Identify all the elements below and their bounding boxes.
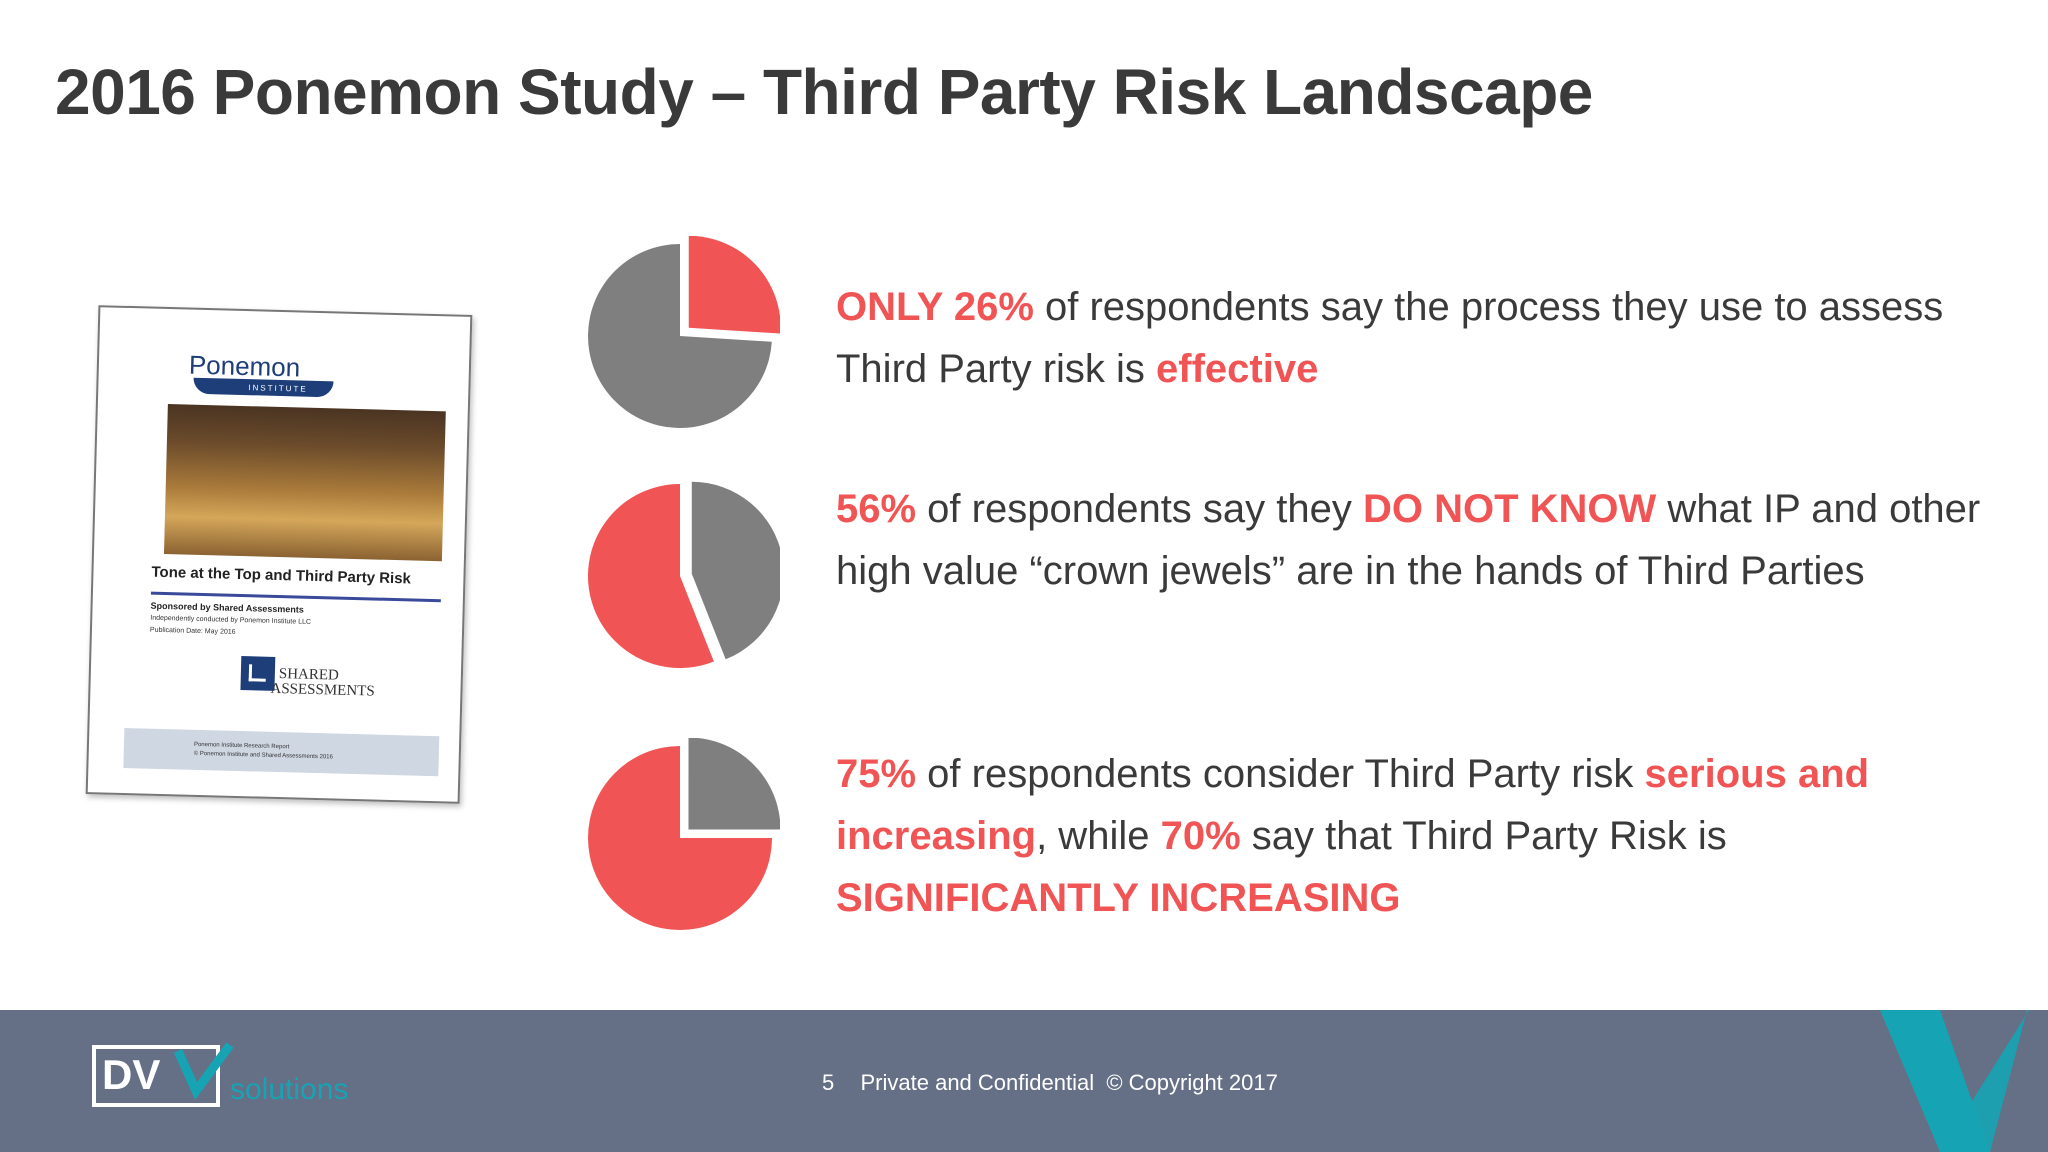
- report-publication-date: Publication Date: May 2016: [149, 626, 236, 636]
- statement-text: of respondents consider Third Party risk: [916, 752, 1645, 796]
- statement-text: , while: [1036, 814, 1161, 858]
- pie-slice-remainder: [688, 738, 780, 830]
- decorative-v-icon: [1880, 1010, 2030, 1152]
- report-cover-image: Ponemon INSTITUTE Tone at the Top and Th…: [85, 305, 473, 804]
- report-divider: [150, 591, 441, 603]
- dv-logo-text: DV: [102, 1051, 161, 1098]
- highlight-text: 56%: [836, 487, 917, 531]
- ponemon-logo-subtext: INSTITUTE: [248, 383, 308, 394]
- report-heading: Tone at the Top and Third Party Risk: [151, 563, 412, 588]
- report-conducted: Independently conducted by Ponemon Insti…: [150, 614, 312, 626]
- statement-text: of respondents say the process they use …: [836, 285, 1944, 391]
- highlight-text: ONLY 26%: [836, 285, 1034, 329]
- pie-slice-highlight: [688, 236, 780, 334]
- highlight-text: effective: [1156, 347, 1319, 391]
- statement-serious-increasing: 75% of respondents consider Third Party …: [836, 743, 1996, 929]
- report-footer-band: Ponemon Institute Research Report © Pone…: [123, 728, 440, 777]
- pie-chart-do-not-know: [588, 481, 780, 668]
- statement-text: say that Third Party Risk is: [1240, 814, 1727, 858]
- shared-assessments-text: SHARED ASSESSMENTS: [270, 666, 375, 700]
- statement-text: of respondents say they: [916, 487, 1363, 531]
- ponemon-logo-text: Ponemon: [188, 349, 301, 383]
- highlight-text: 75%: [836, 752, 917, 796]
- footer-text: 5 Private and Confidential © Copyright 2…: [822, 1070, 1278, 1096]
- footer-bar: DV solutions 5 Private and Confidential …: [0, 1010, 2048, 1152]
- ponemon-logo: Ponemon INSTITUTE: [188, 350, 340, 414]
- v-check-icon: [174, 1042, 234, 1100]
- statement-text: what IP and other high value “crown jewe…: [836, 487, 1981, 593]
- highlight-text: 70%: [1160, 814, 1241, 858]
- statement-effective: ONLY 26% of respondents say the process …: [836, 276, 1996, 400]
- pie-slice-highlight: [588, 484, 714, 668]
- highlight-text: serious and increasing: [836, 752, 1870, 858]
- shared-assessments-logo: SHARED ASSESSMENTS: [240, 656, 375, 719]
- boardroom-photo: [163, 404, 446, 562]
- highlight-text: DO NOT KNOW: [1363, 487, 1657, 531]
- report-footer-line2: © Ponemon Institute and Shared Assessmen…: [193, 750, 333, 761]
- highlight-text: SIGNIFICANTLY INCREASING: [836, 876, 1401, 920]
- pie-chart-effective: [588, 236, 780, 428]
- pie-slice-highlight: [588, 746, 772, 930]
- page-number: 5: [822, 1070, 835, 1095]
- statement-do-not-know: 56% of respondents say they DO NOT KNOW …: [836, 478, 1996, 602]
- pie-slice-remainder: [691, 481, 780, 660]
- dv-logo-box: [92, 1045, 220, 1107]
- pie-slice-remainder: [588, 244, 772, 428]
- report-sponsor: Sponsored by Shared Assessments: [150, 600, 304, 615]
- pie-chart-serious-increasing: [588, 738, 780, 930]
- report-footer-line1: Ponemon Institute Research Report: [193, 741, 290, 751]
- slide-title: 2016 Ponemon Study – Third Party Risk La…: [55, 56, 1593, 128]
- confidential-notice: Private and Confidential © Copyright 201…: [860, 1070, 1278, 1095]
- dv-logo-solutions: solutions: [230, 1073, 349, 1106]
